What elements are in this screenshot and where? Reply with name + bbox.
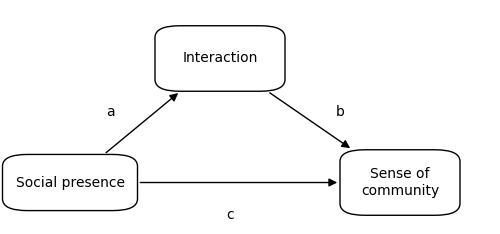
- FancyBboxPatch shape: [2, 154, 138, 211]
- Text: Social presence: Social presence: [16, 176, 124, 190]
- Text: a: a: [106, 105, 114, 119]
- FancyBboxPatch shape: [155, 26, 285, 91]
- Text: c: c: [226, 208, 234, 222]
- FancyBboxPatch shape: [340, 150, 460, 215]
- Text: b: b: [336, 105, 344, 119]
- Text: Interaction: Interaction: [182, 51, 258, 66]
- Text: Sense of
community: Sense of community: [361, 167, 439, 198]
